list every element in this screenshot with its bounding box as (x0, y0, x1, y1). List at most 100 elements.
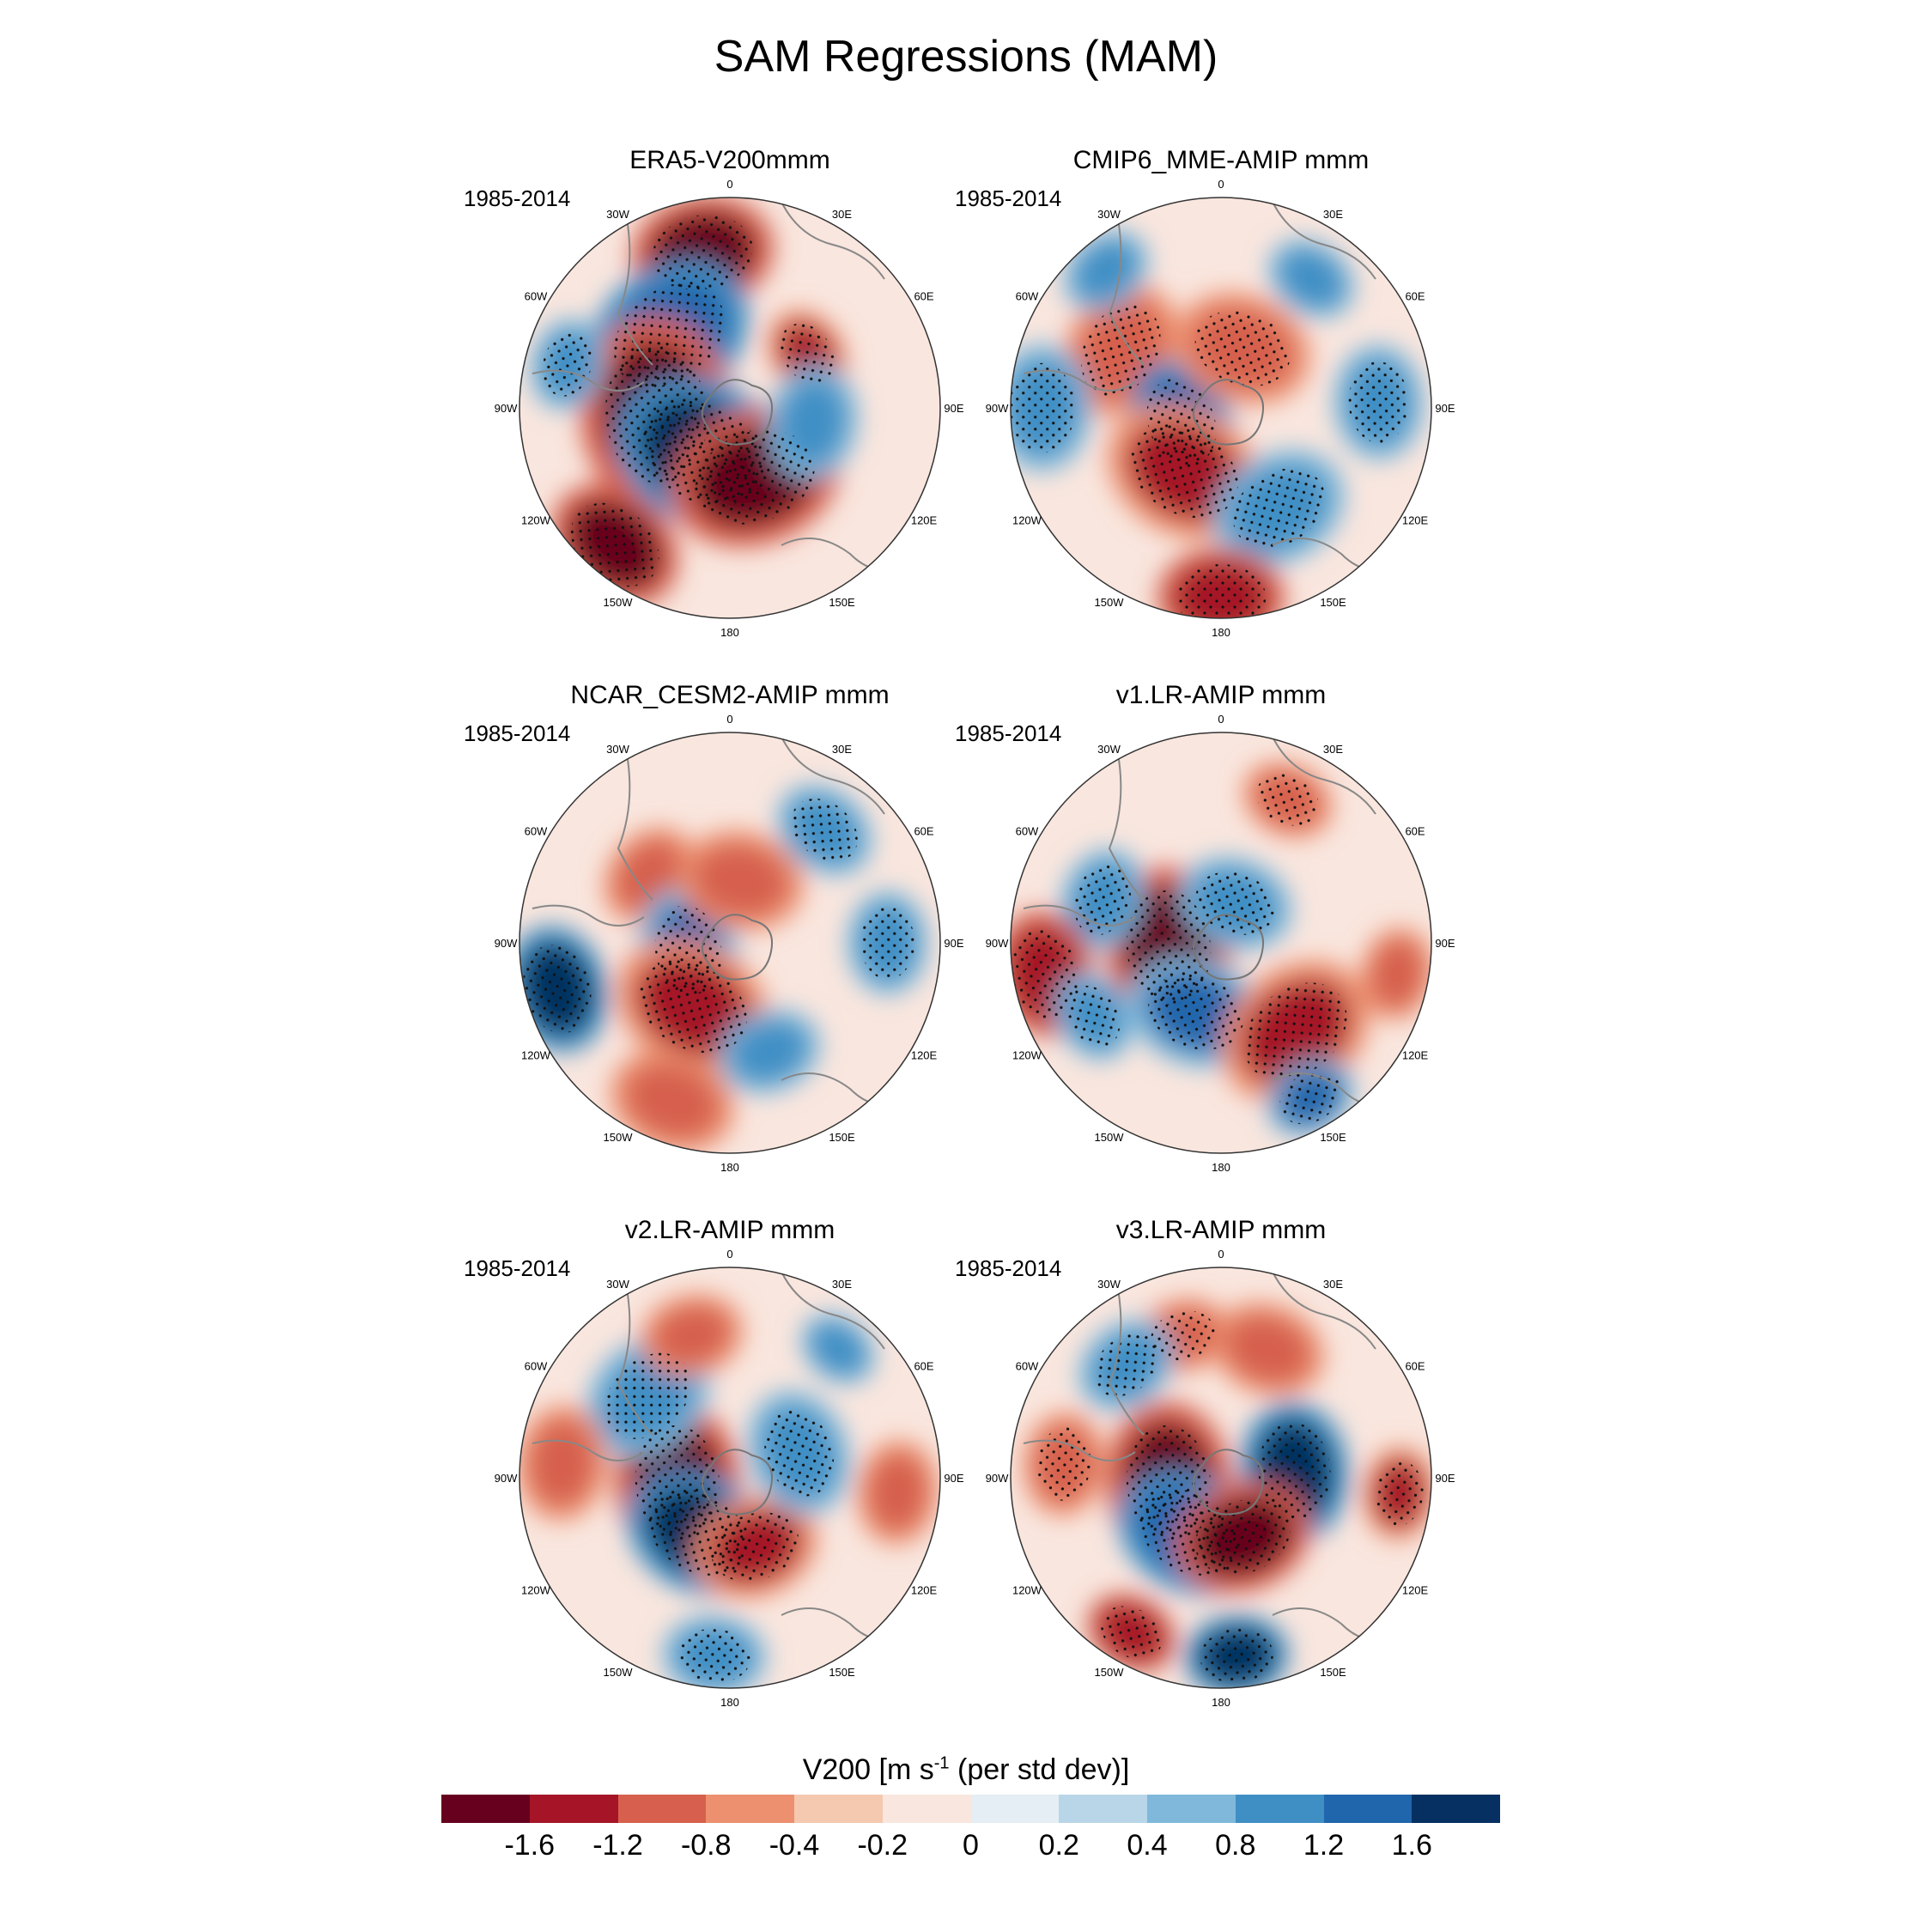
map-field (519, 1267, 940, 1688)
map-field (519, 197, 940, 618)
significance-stipple (1195, 872, 1275, 935)
longitude-label: 30E (832, 208, 852, 221)
longitude-label: 30W (1097, 208, 1121, 221)
antarctica-coastline (702, 379, 773, 446)
longitude-label: 120W (1012, 1584, 1042, 1597)
coastline (781, 201, 885, 280)
significance-stipple (1036, 1427, 1091, 1501)
colorbar-tick-label: -1.6 (504, 1829, 556, 1862)
longitude-label: 0 (726, 1248, 732, 1261)
significance-stipple (1151, 1310, 1216, 1361)
longitude-label: 90W (495, 1472, 518, 1485)
polar-map-v1: 0 30E 60E 90E 120E 150E 180 150W 120W 90W 60W 30W (986, 713, 1455, 1174)
longitude-label: 60W (525, 825, 548, 838)
positive-anomaly (1370, 939, 1424, 1008)
longitude-label: 150E (829, 596, 855, 609)
coastline (532, 369, 645, 392)
colorbar-tick-label: -1.2 (592, 1829, 643, 1862)
coastline (1272, 1271, 1376, 1350)
longitude-label: 120E (911, 514, 938, 527)
longitude-label: 60E (914, 825, 933, 838)
negative-anomaly (811, 1322, 866, 1376)
longitude-label: 0 (1218, 178, 1224, 191)
map-boundary (519, 1267, 941, 1689)
longitude-label: 90W (986, 402, 1009, 415)
longitude-label: 180 (1212, 1161, 1230, 1174)
panel-title: CMIP6_MME-AMIP mmm (1072, 146, 1370, 174)
coastline (781, 736, 885, 815)
significance-stipple (1148, 974, 1244, 1050)
map-boundary (519, 197, 941, 619)
panel-title: v2.LR-AMIP mmm (624, 1216, 835, 1244)
longitude-label: 180 (720, 1161, 739, 1174)
longitude-label: 60W (525, 1360, 548, 1373)
significance-stipple (639, 960, 747, 1054)
map-panel-ncar: 0 30E 60E 90E 120E 150E 180 150W 120W 90W 60W 30W NC… (395, 681, 1065, 1179)
longitude-label: 150W (604, 1131, 634, 1144)
longitude-label: 30W (1097, 1278, 1121, 1291)
longitude-label: 30W (1097, 743, 1121, 756)
significance-stipple (1081, 303, 1161, 397)
colorbar-box (706, 1795, 794, 1823)
longitude-label: 120E (911, 1049, 938, 1062)
significance-stipple (1066, 985, 1121, 1048)
longitude-label: 90E (1435, 1472, 1455, 1485)
colorbar-box (794, 1795, 883, 1823)
significance-stipple (1200, 1628, 1273, 1684)
longitude-label: 60W (1016, 825, 1039, 838)
colorbar-box (1059, 1795, 1147, 1823)
longitude-label: 150E (829, 1666, 855, 1679)
significance-stipple (1279, 1071, 1341, 1125)
longitude-label: 90W (986, 1472, 1009, 1485)
coastline (617, 753, 653, 901)
colorbar (441, 1795, 1500, 1823)
significance-stipple (652, 215, 753, 290)
longitude-label: 90W (495, 402, 518, 415)
map-field (1011, 1267, 1431, 1688)
panel-title: ERA5-V200mmm (629, 146, 830, 174)
significance-stipple (1073, 864, 1131, 936)
antarctica-coastline (1193, 1449, 1264, 1516)
period-label: 1985-2014 (955, 720, 1062, 746)
negative-anomaly (1279, 249, 1344, 308)
coastline (1023, 1439, 1136, 1461)
longitude-label: 90E (944, 1472, 963, 1485)
significance-stipple (523, 945, 592, 1034)
longitude-label: 180 (1212, 1696, 1230, 1709)
coastline (1023, 904, 1136, 927)
antarctica-coastline (1193, 379, 1264, 446)
period-label: 1985-2014 (464, 185, 571, 211)
colorbar-box (1323, 1795, 1413, 1823)
significance-stipple (1375, 1461, 1424, 1527)
significance-stipple (860, 906, 915, 980)
colorbar-tick-label: 0.2 (1038, 1829, 1079, 1862)
longitude-label: 150E (1320, 596, 1346, 609)
panel-title: v1.LR-AMIP mmm (1115, 681, 1327, 709)
period-label: 1985-2014 (464, 1255, 571, 1281)
longitude-label: 120E (1402, 1049, 1429, 1062)
map-panel-cmip6: 0 30E 60E 90E 120E 150E 180 150W 120W 90W 60W 30W CM… (886, 146, 1556, 644)
coastline (532, 904, 645, 927)
significance-stipple (780, 323, 835, 384)
longitude-label: 90E (1435, 937, 1455, 950)
significance-stipple (1176, 564, 1267, 618)
longitude-label: 150W (1095, 1131, 1125, 1144)
longitude-label: 0 (1218, 713, 1224, 726)
positive-anomaly (1225, 1315, 1310, 1383)
significance-stipple (1232, 468, 1326, 548)
colorbar-box (970, 1795, 1060, 1823)
map-panel-v3: 0 30E 60E 90E 120E 150E 180 150W 120W 90W 60W 30W v3… (886, 1216, 1556, 1714)
colorbar-box (1147, 1795, 1236, 1823)
longitude-label: 90E (944, 402, 963, 415)
longitude-label: 0 (726, 713, 732, 726)
map-field (1011, 197, 1431, 618)
longitude-label: 30W (606, 743, 629, 756)
longitude-label: 120E (1402, 514, 1429, 527)
significance-stipple (1243, 982, 1347, 1081)
polar-map-v2: 0 30E 60E 90E 120E 150E 180 150W 120W 90W 60W 30W (495, 1248, 964, 1709)
longitude-label: 120E (911, 1584, 938, 1597)
longitude-label: 60E (1405, 1360, 1425, 1373)
colorbar-box (882, 1795, 971, 1823)
polar-map-era5: 0 30E 60E 90E 120E 150E 180 150W 120W 90W 60W 30W (495, 178, 964, 639)
longitude-label: 150E (1320, 1131, 1346, 1144)
